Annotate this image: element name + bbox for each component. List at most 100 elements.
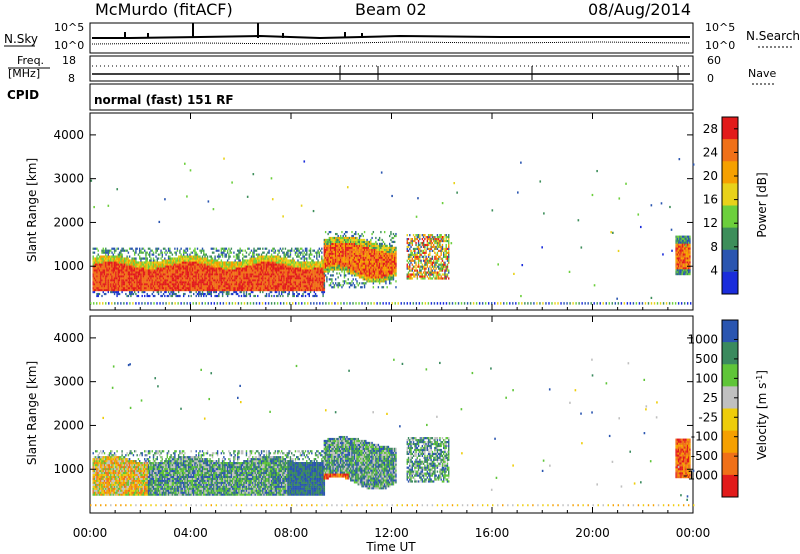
power-cell [97,253,99,256]
power-cell [362,282,365,285]
power-cell [377,280,380,283]
power-cell [264,281,267,284]
power-cell [355,264,357,267]
power-cell [351,258,353,261]
power-cell [161,251,164,254]
power-cell [316,271,318,274]
power-cell [334,238,337,242]
power-cell [342,260,344,263]
power-cell [363,250,366,253]
power-cell [159,281,161,284]
power-cell [382,248,385,251]
power-cell [283,279,285,282]
power-cell [195,283,197,286]
power-cell [395,232,397,236]
power-cell [231,283,234,286]
power-cell [147,294,150,298]
power-cell [214,261,216,264]
power-cell [136,265,138,268]
power-cell [98,288,101,292]
power-cell [141,265,143,268]
power-cell [238,288,240,292]
power-cell [355,268,357,271]
power-cell [108,271,111,274]
power-cell [363,274,366,277]
power-cell [390,270,392,273]
power-cell [362,258,365,261]
power-cell [332,256,334,259]
power-cell [355,244,357,247]
power-cell [102,247,104,250]
power-cell [301,261,303,264]
power-cell [275,259,278,262]
power-cell [355,238,357,242]
power-cell [244,275,246,278]
power-cell [211,263,214,266]
power-cell [156,271,158,274]
power-cell [280,261,283,264]
power-cell [230,263,233,266]
power-cell [244,281,246,284]
power-cell [135,279,137,282]
power-cell [262,269,264,272]
power-cell [273,259,275,262]
power-cell [407,253,410,256]
power-cell [273,288,275,292]
power-cell [313,277,316,280]
power-cell [120,251,122,254]
power-cell [365,276,367,279]
power-cell [327,268,329,271]
power-cell [101,265,103,268]
power-cell [199,273,201,276]
power-cell [112,265,115,268]
power-cell [225,285,228,288]
power-cell [309,265,312,268]
power-cell [280,267,283,270]
power-cell [118,283,121,286]
power-cell [343,246,346,249]
power-cell [386,248,388,251]
power-cell [203,279,205,282]
power-cell [127,263,130,266]
power-cell [210,292,212,296]
power-cell [381,248,383,251]
power-cell [171,267,174,270]
power-cell [383,260,386,263]
power-cell [274,265,277,268]
power-cell [191,257,194,260]
power-cell [166,259,169,262]
power-cell [133,271,136,274]
power-cell [318,251,321,254]
power-cell [306,273,308,276]
power-cell [199,263,201,266]
power-cell [252,285,254,288]
power-cell [267,275,269,278]
power-cell [201,283,204,286]
power-cell [156,283,158,286]
power-cell [279,247,282,250]
power-cell [357,284,359,287]
power-cell [238,273,240,276]
power-cell [355,250,357,253]
power-cell [223,263,225,266]
power-cell [258,255,260,258]
power-cell [308,263,310,266]
power-cell [213,283,215,286]
power-cell [358,262,361,265]
power-cell [255,253,258,256]
power-cell [229,281,231,284]
power-cell [267,271,269,274]
power-cell [277,281,279,284]
power-cell [376,278,378,281]
power-cell [391,236,393,240]
power-cell [198,269,200,272]
power-cell [107,263,109,266]
power-cell [253,287,255,290]
power-cell [165,253,167,256]
power-cell [116,247,118,250]
power-cell [226,265,229,268]
power-cell [356,252,358,255]
power-cell [370,270,372,273]
power-cell [263,259,265,262]
power-cell [220,265,223,268]
